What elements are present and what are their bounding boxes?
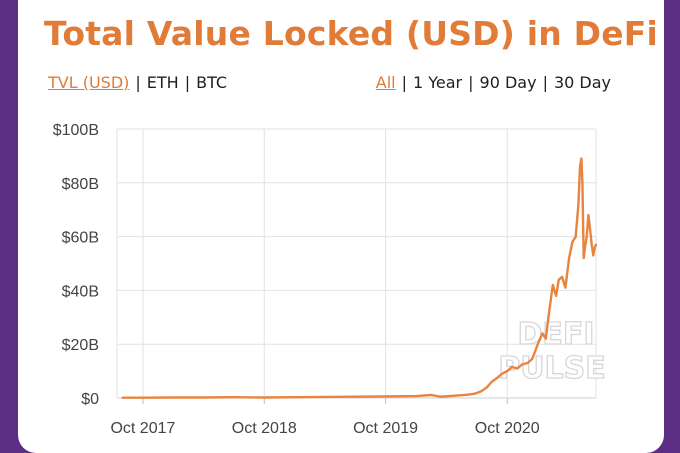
series-layer (121, 157, 598, 399)
y-tick-label: $60B (62, 230, 99, 247)
tab-90-day[interactable]: 90 Day (479, 73, 537, 92)
y-tick-label: $80B (62, 176, 99, 193)
y-tick-label: $0 (81, 391, 99, 408)
x-tick-label: Oct 2019 (353, 420, 418, 437)
metric-toggle-group: TVL (USD) | ETH | BTC (48, 73, 227, 92)
chart-card (18, 0, 664, 453)
defi-pulse-watermark: DEFI PULSE (498, 316, 607, 386)
separator: | (468, 73, 474, 92)
tab-btc[interactable]: BTC (196, 73, 228, 92)
tab-30-day[interactable]: 30 Day (553, 73, 611, 92)
tab-all[interactable]: All (375, 73, 396, 92)
tab-1-year[interactable]: 1 Year (412, 73, 463, 92)
watermark-line-1: DEFI (517, 317, 594, 352)
grid (116, 128, 597, 404)
separator: | (135, 73, 141, 92)
y-tick-label: $100B (53, 122, 99, 139)
y-tick-label: $40B (62, 283, 99, 300)
tab-eth[interactable]: ETH (146, 73, 179, 92)
y-axis-ticks: $0 $20B $40B $60B $80B $100B (53, 122, 99, 408)
tvl-series-line (121, 157, 598, 399)
page-title: Total Value Locked (USD) in DeFi (44, 14, 659, 53)
x-tick-label: Oct 2020 (475, 420, 540, 437)
x-axis-ticks: Oct 2017 Oct 2018 Oct 2019 Oct 2020 (110, 420, 539, 437)
separator: | (184, 73, 191, 92)
y-tick-label: $20B (62, 337, 99, 354)
x-tick-label: Oct 2017 (110, 420, 175, 437)
separator: | (542, 73, 548, 92)
x-tick-label: Oct 2018 (232, 420, 297, 437)
separator: | (401, 73, 407, 92)
range-toggle-group: All | 1 Year | 90 Day | 30 Day (376, 73, 611, 92)
tab-tvl-usd[interactable]: TVL (USD) (48, 73, 130, 92)
